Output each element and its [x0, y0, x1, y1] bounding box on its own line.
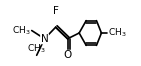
Text: $\mathregular{CH_3}$: $\mathregular{CH_3}$	[108, 27, 126, 39]
Text: N: N	[41, 34, 48, 44]
Text: O: O	[63, 50, 72, 60]
Text: $\mathregular{CH_3}$: $\mathregular{CH_3}$	[27, 43, 46, 55]
Text: F: F	[53, 6, 59, 16]
Text: $\mathregular{CH_3}$: $\mathregular{CH_3}$	[12, 24, 31, 37]
